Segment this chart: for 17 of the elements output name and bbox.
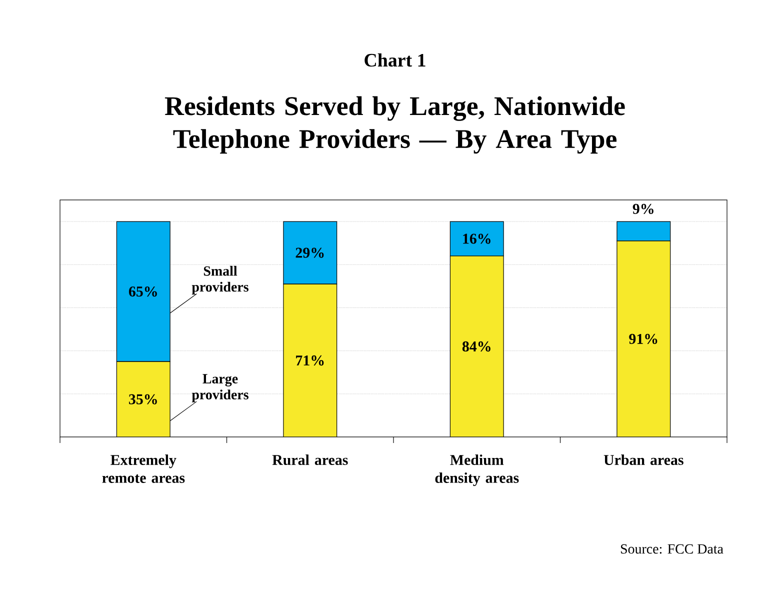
x-tick-label: Rural areas: [272, 454, 348, 466]
series-label: Small providers: [192, 266, 248, 294]
data-label: 65%: [128, 286, 157, 297]
x-tick-label: Urban areas: [604, 454, 684, 466]
chart-title: Chart 1: [364, 53, 426, 67]
x-tick-label: Extremely remote areas: [102, 454, 185, 483]
x-tick-label: Medium density areas: [435, 454, 519, 486]
data-label: 9%: [632, 204, 654, 214]
data-label: 91%: [629, 334, 658, 344]
data-label: 84%: [462, 341, 490, 352]
data-label: 71%: [296, 355, 324, 366]
data-label: 16%: [463, 234, 490, 244]
source-note: Source: FCC Data: [620, 544, 724, 554]
data-label: 35%: [129, 394, 157, 404]
chart-subtitle: Residents Served by Large, Nationwide Telephone Providers — By Area Type: [164, 96, 625, 154]
data-label: 29%: [296, 248, 324, 258]
series-label: Large providers: [192, 374, 248, 402]
